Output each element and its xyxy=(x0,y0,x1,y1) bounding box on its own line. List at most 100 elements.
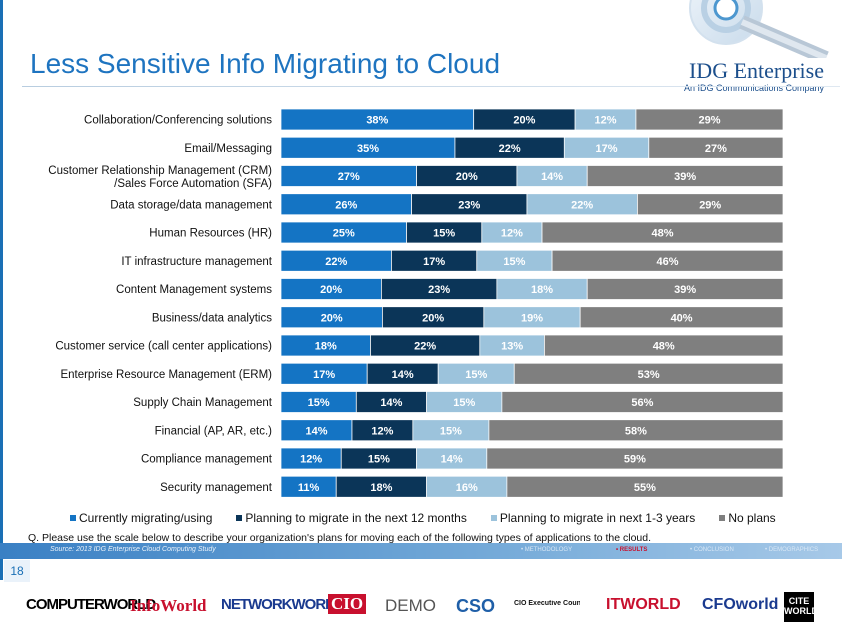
legend-swatch-s2 xyxy=(490,515,497,521)
logo-cio-executive-council: CIO Executive Council xyxy=(514,600,580,607)
data-label-business-analytics-s2: 19% xyxy=(521,312,543,324)
data-label-customer-service-s3: 48% xyxy=(653,341,675,353)
data-label-financial-s0: 14% xyxy=(305,425,327,437)
data-label-security-s2: 16% xyxy=(456,482,478,494)
nav-demographics[interactable]: • DEMOGRAPHICS xyxy=(765,547,819,553)
bar-customer-service-s3 xyxy=(544,334,784,357)
bar-financial-s3 xyxy=(488,419,784,442)
data-label-email-s1: 22% xyxy=(499,143,521,155)
legend-label-s0: Currently migrating/using xyxy=(79,511,213,525)
data-label-data-storage-s1: 23% xyxy=(458,199,480,211)
bar-it-infrastructure-s3 xyxy=(551,249,784,272)
data-label-security-s0: 11% xyxy=(298,482,320,494)
category-label-human-resources: Human Resources (HR) xyxy=(149,228,272,240)
legend-item-s2: Planning to migrate in next 1-3 years xyxy=(490,511,695,525)
data-label-it-infrastructure-s1: 17% xyxy=(423,256,445,268)
globe-graphic xyxy=(676,0,842,58)
data-label-crm-sfa-s0: 27% xyxy=(338,171,360,183)
data-label-compliance-s0: 12% xyxy=(300,454,322,466)
bar-crm-sfa-s3 xyxy=(586,165,784,187)
data-label-business-analytics-s0: 20% xyxy=(321,312,343,324)
data-label-human-resources-s1: 15% xyxy=(433,228,455,240)
category-label-crm-sfa: /Sales Force Automation (SFA) xyxy=(114,178,272,190)
footer-bar xyxy=(0,543,842,559)
data-label-financial-s1: 12% xyxy=(371,425,393,437)
category-label-compliance: Compliance management xyxy=(141,454,273,466)
brand-logo: IDG Enterprise An IDG Communications Com… xyxy=(684,58,824,93)
data-label-erm-s2: 15% xyxy=(465,369,487,381)
data-label-data-storage-s3: 29% xyxy=(699,199,721,211)
data-label-crm-sfa-s1: 20% xyxy=(456,171,478,183)
data-label-content-management-s0: 20% xyxy=(320,284,342,296)
source-note: Source: 2013 IDG Enterprise Cloud Comput… xyxy=(50,546,216,553)
data-label-crm-sfa-s3: 39% xyxy=(674,171,696,183)
data-label-collaboration-s2: 12% xyxy=(595,115,617,127)
left-accent-rule xyxy=(0,0,3,580)
bar-supply-chain-s3 xyxy=(501,391,784,413)
data-label-data-storage-s2: 22% xyxy=(571,199,593,211)
legend-item-s0: Currently migrating/using xyxy=(70,511,212,525)
bar-erm-s3 xyxy=(513,362,784,385)
bar-data-storage-s3 xyxy=(637,193,784,216)
data-label-customer-service-s0: 18% xyxy=(315,341,337,353)
data-label-email-s0: 35% xyxy=(357,143,379,155)
page-number: 18 xyxy=(4,560,30,582)
data-label-financial-s3: 58% xyxy=(625,425,647,437)
bar-collaboration-s3 xyxy=(635,108,784,131)
data-label-crm-sfa-s2: 14% xyxy=(541,171,563,183)
bar-compliance-s3 xyxy=(486,447,784,470)
data-label-supply-chain-s3: 56% xyxy=(631,397,653,409)
data-label-content-management-s1: 23% xyxy=(428,284,450,296)
nav-methodology[interactable]: • METHODOLOGY xyxy=(521,547,573,553)
legend-item-s3: No plans xyxy=(719,511,776,525)
data-label-security-s1: 18% xyxy=(370,482,392,494)
category-label-customer-service: Customer service (call center applicatio… xyxy=(55,341,272,353)
bar-human-resources-s3 xyxy=(541,221,784,244)
chart-legend: Currently migrating/using Planning to mig… xyxy=(70,511,810,525)
brand-tagline: An IDG Communications Company xyxy=(684,83,825,93)
data-label-data-storage-s0: 26% xyxy=(335,199,357,211)
chart-svg: Collaboration/Conferencing solutions 38% 2… xyxy=(48,108,784,498)
legend-swatch-s3 xyxy=(719,515,726,521)
data-label-customer-service-s2: 13% xyxy=(501,341,523,353)
data-label-email-s2: 17% xyxy=(596,143,618,155)
logo-cso: CSO xyxy=(456,596,496,616)
category-label-content-management: Content Management systems xyxy=(116,284,272,296)
logo-cfoworld: CFOworld xyxy=(702,596,779,613)
category-label-security: Security management xyxy=(160,482,273,494)
category-label-supply-chain: Supply Chain Management xyxy=(133,397,273,409)
data-label-human-resources-s2: 12% xyxy=(501,228,523,240)
category-label-crm-sfa: Customer Relationship Management (CRM) xyxy=(48,165,272,177)
legend-swatch-s1 xyxy=(236,515,243,521)
logo-itworld: ITWORLD xyxy=(606,596,681,613)
category-label-financial: Financial (AP, AR, etc.) xyxy=(155,425,273,437)
legend-label-s1: Planning to migrate in the next 12 month… xyxy=(245,511,467,525)
data-label-human-resources-s0: 25% xyxy=(333,228,355,240)
category-label-collaboration: Collaboration/Conferencing solutions xyxy=(84,115,272,127)
nav-results[interactable]: • RESULTS xyxy=(616,547,648,553)
data-label-erm-s3: 53% xyxy=(638,369,660,381)
data-label-it-infrastructure-s0: 22% xyxy=(325,256,347,268)
category-label-erm: Enterprise Resource Management (ERM) xyxy=(60,369,272,381)
bar-security-s3 xyxy=(506,475,784,498)
logo-networkworld: NETWORKWORLD xyxy=(221,596,344,613)
data-label-compliance-s3: 59% xyxy=(624,454,646,466)
page-title: Less Sensitive Info Migrating to Cloud xyxy=(30,48,501,79)
brand-name: IDG Enterprise xyxy=(688,58,824,83)
logo-computerworld: COMPUTERWORLD xyxy=(26,596,156,613)
stacked-bar-chart: Collaboration/Conferencing solutions 38% 2… xyxy=(0,100,842,530)
data-label-content-management-s3: 39% xyxy=(674,284,696,296)
logo-demo: DEMO xyxy=(385,596,436,615)
data-label-security-s3: 55% xyxy=(634,482,656,494)
data-label-it-infrastructure-s3: 46% xyxy=(657,256,679,268)
nav-conclusion[interactable]: • CONCLUSION xyxy=(690,547,734,553)
data-label-it-infrastructure-s2: 15% xyxy=(503,256,525,268)
data-label-collaboration-s1: 20% xyxy=(513,115,535,127)
data-label-business-analytics-s1: 20% xyxy=(422,312,444,324)
publication-logos: COMPUTERWORLD InfoWorld NETWORKWORLD CIO… xyxy=(0,592,842,628)
legend-label-s3: No plans xyxy=(728,511,776,525)
data-label-email-s3: 27% xyxy=(705,143,727,155)
logo-citeworld: CITE WORLD xyxy=(784,592,818,622)
survey-question: Q. Please use the scale below to describ… xyxy=(28,532,652,544)
